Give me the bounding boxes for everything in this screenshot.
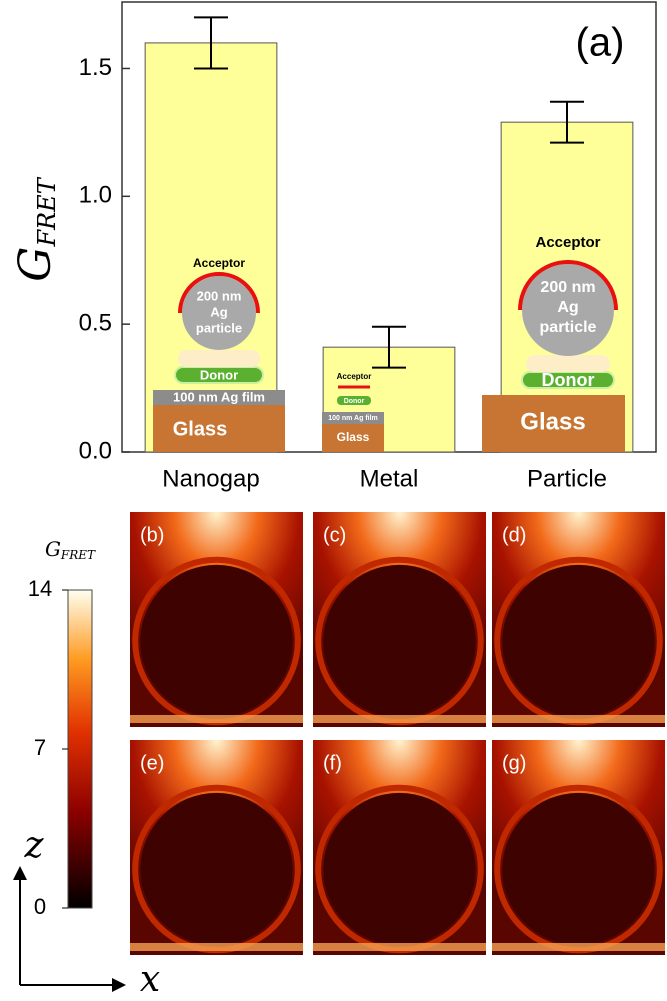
colorbar-tick-label: 7 [34, 735, 46, 760]
inset-label: Donor [344, 398, 365, 405]
inset-label: Donor [542, 370, 595, 390]
heatmap-panel: (b) [130, 512, 303, 727]
panel-label: (e) [140, 752, 164, 774]
particle-field [140, 564, 293, 718]
y-tick-label: 1.5 [79, 54, 112, 81]
heatmap-panel: (e) [130, 740, 303, 955]
substrate-glow [313, 943, 486, 951]
panel-label: (c) [323, 524, 346, 546]
substrate-glow [313, 715, 486, 723]
inset-label: Donor [200, 367, 238, 382]
inset-label: 100 nm Ag film [328, 415, 378, 422]
inset-label: Acceptor [535, 234, 600, 251]
inset-label: particle [540, 319, 597, 336]
y-axis-label: GFRET [10, 176, 61, 281]
particle-field [323, 792, 476, 946]
y-tick-label: 1.0 [79, 182, 112, 209]
panel-label: (a) [576, 21, 625, 65]
x-tick-label: Particle [527, 465, 607, 492]
substrate-glow [130, 715, 303, 723]
inset-label: 100 nm Ag film [173, 389, 265, 404]
heatmap-panel: (g) [492, 740, 665, 955]
glass [153, 405, 285, 452]
inset-label: particle [196, 320, 242, 335]
colorbar-tick-label: 14 [28, 576, 52, 601]
film [153, 390, 285, 405]
y-label-main: G [10, 247, 61, 282]
colorbar-title-main: G [45, 537, 61, 561]
arrow-head [13, 866, 27, 880]
colorbar-tick-label: 0 [34, 894, 46, 919]
inset-label: Ag [210, 304, 227, 319]
panel-label: (b) [140, 524, 164, 546]
particle-field [323, 564, 476, 718]
colorbar [67, 589, 93, 909]
inset-label: Glass [520, 408, 585, 435]
spacer [526, 355, 610, 372]
inset-label: 200 nm [540, 279, 595, 296]
acceptor-shell [518, 260, 618, 311]
arrow-head [112, 978, 126, 992]
heatmap-panel: (c) [313, 512, 486, 727]
acceptor-shell [178, 272, 260, 314]
substrate-glow [492, 715, 665, 723]
heatmap-panel: (f) [313, 740, 486, 955]
axis-z-label: z [24, 825, 45, 866]
heatmap-panel: (d) [492, 512, 665, 727]
panel-label: (d) [502, 524, 526, 546]
error-bar [194, 16, 228, 70]
substrate-glow [492, 943, 665, 951]
insets: Glass 100 nm Ag film Donor 200 nm Ag par… [153, 234, 625, 452]
inset-label: Acceptor [337, 372, 372, 381]
inset-label: Glass [337, 430, 370, 444]
spacer [178, 350, 260, 367]
ag-particle [522, 264, 614, 356]
axes-indicator: z x [13, 825, 160, 1000]
inset-label: Glass [173, 418, 227, 440]
y-tick-label: 0.0 [79, 437, 112, 464]
x-tick-label: Nanogap [162, 465, 259, 492]
film [322, 412, 384, 424]
colorbar-title-sub: FRET [60, 548, 96, 562]
colorbar-title: GFRET [45, 537, 96, 562]
inset-label: 200 nm [197, 288, 242, 303]
substrate-glow [130, 943, 303, 951]
error-bar [372, 325, 406, 369]
inset-label: Ag [557, 299, 578, 316]
glass [482, 395, 625, 452]
y-label-sub: FRET [33, 176, 61, 247]
y-tick-label: 0.5 [79, 310, 112, 337]
panel-label: (g) [502, 752, 526, 774]
panel-label: (f) [323, 752, 342, 774]
particle-field [140, 792, 293, 946]
error-bar [550, 100, 584, 144]
donor [337, 396, 371, 405]
axis-x-label: x [140, 959, 160, 1000]
particle-field [502, 564, 655, 718]
particle-field [502, 792, 655, 946]
inset-label: Acceptor [193, 256, 245, 270]
x-tick-label: Metal [360, 465, 419, 492]
glass [322, 424, 384, 452]
ag-particle [182, 276, 256, 350]
